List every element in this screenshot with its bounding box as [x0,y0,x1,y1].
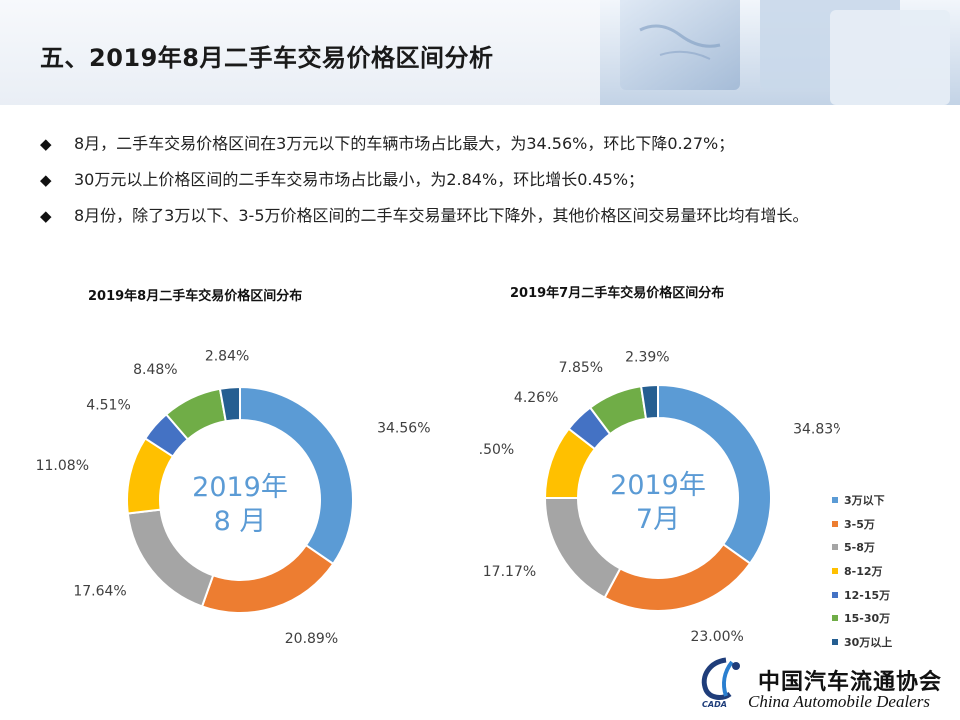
diamond-bullet-icon: ◆ [40,135,52,153]
bullet-text: 30万元以上价格区间的二手车交易市场占比最小，为2.84%，环比增长0.45%； [74,170,645,189]
cada-logo-icon [701,657,740,700]
bullet-list: ◆ 8月，二手车交易价格区间在3万元以下的车辆市场占比最大，为34.56%，环比… [40,130,940,238]
data-label: 2.39% [625,349,669,365]
bullet-item: ◆ 30万元以上价格区间的二手车交易市场占比最小，为2.84%，环比增长0.45… [40,166,940,202]
legend-item: 12-15万 [832,583,892,607]
diamond-bullet-icon: ◆ [40,171,52,189]
header-banner: 五、2019年8月二手车交易价格区间分析 [0,0,960,105]
legend-label: 12-15万 [844,588,891,602]
logo-abbreviation: CADA [702,700,727,709]
data-label: 34.83% [793,421,840,437]
donut-segment [218,385,241,423]
data-label: 34.56% [377,421,430,437]
legend-swatch [832,638,838,645]
organization-logo: CADA 中国汽车流通协会 China Automobile Dealers [696,656,956,716]
legend-label: 30万以上 [844,635,893,649]
legend-item: 15-30万 [832,606,892,630]
legend-swatch [832,544,838,551]
data-label: 20.89% [285,631,338,647]
data-label: 8.48% [133,362,177,378]
donut-chart-july: 34.83% 23.00% 17.17% 10.50% 4.26%7.85% 2.39% 2… [480,349,840,645]
donut-segment [200,543,335,614]
donut-segment [603,542,752,612]
donut-segment [126,508,215,608]
legend-label: 5-8万 [844,541,875,555]
legend-label: 8-12万 [844,564,883,578]
legend-item: 3万以下 [832,488,892,512]
data-label: 4.51% [86,398,130,414]
data-label: 10.50% [480,442,514,458]
chart-title-august: 2019年8月二手车交易价格区间分布 [88,289,303,304]
data-label: 7.85% [559,360,603,376]
donut-segment [543,497,622,599]
data-label: 4.26% [514,390,558,406]
diamond-bullet-icon: ◆ [40,207,52,225]
donut-chart-august: 34.56% 20.89% 17.64% 11.08% 4.51% 8.48% 2.84% 2… [36,349,431,647]
legend-swatch [832,615,838,622]
bullet-item: ◆ 8月份，除了3万以下、3-5万价格区间的二手车交易量环比下降外，其他价格区间… [40,202,940,238]
legend-label: 3万以下 [844,493,885,507]
bullet-text: 8月份，除了3万以下、3-5万价格区间的二手车交易量环比下降外，其他价格区间交易… [74,206,809,225]
data-label: 17.17% [483,564,536,580]
donut-segment [639,383,659,421]
legend-swatch [832,567,838,574]
bullet-item: ◆ 8月，二手车交易价格区间在3万元以下的车辆市场占比最大，为34.56%，环比… [40,130,940,166]
legend-item: 30万以上 [832,630,892,654]
legend-item: 3-5万 [832,512,892,536]
legend-swatch [832,496,838,503]
logo-name-en: China Automobile Dealers [748,692,930,711]
center-label-year: 2019年 [610,470,706,501]
legend-swatch [832,520,838,527]
legend-item: 5-8万 [832,535,892,559]
center-label-year: 2019年 [192,472,288,503]
legend-label: 15-30万 [844,612,891,626]
center-label-month: 8 月 [214,506,267,537]
data-label: 2.84% [205,349,249,365]
page-title: 五、2019年8月二手车交易价格区间分析 [40,44,494,72]
legend-label: 3-5万 [844,517,875,531]
bullet-text: 8月，二手车交易价格区间在3万元以下的车辆市场占比最大，为34.56%，环比下降… [74,134,735,153]
legend-item: 8-12万 [832,559,892,583]
chart-legend: 3万以下 3-5万 5-8万 8-12万 12-15万 15-30万 30万以上 [832,488,892,654]
data-label: 11.08% [36,458,89,474]
logo-name-cn: 中国汽车流通协会 [758,670,943,695]
legend-swatch [832,591,838,598]
data-label: 17.64% [73,584,126,600]
data-label: 23.00% [690,629,743,645]
chart-title-july: 2019年7月二手车交易价格区间分布 [510,286,725,301]
header-decoration [600,0,960,105]
center-label-month: 7月 [636,504,680,535]
